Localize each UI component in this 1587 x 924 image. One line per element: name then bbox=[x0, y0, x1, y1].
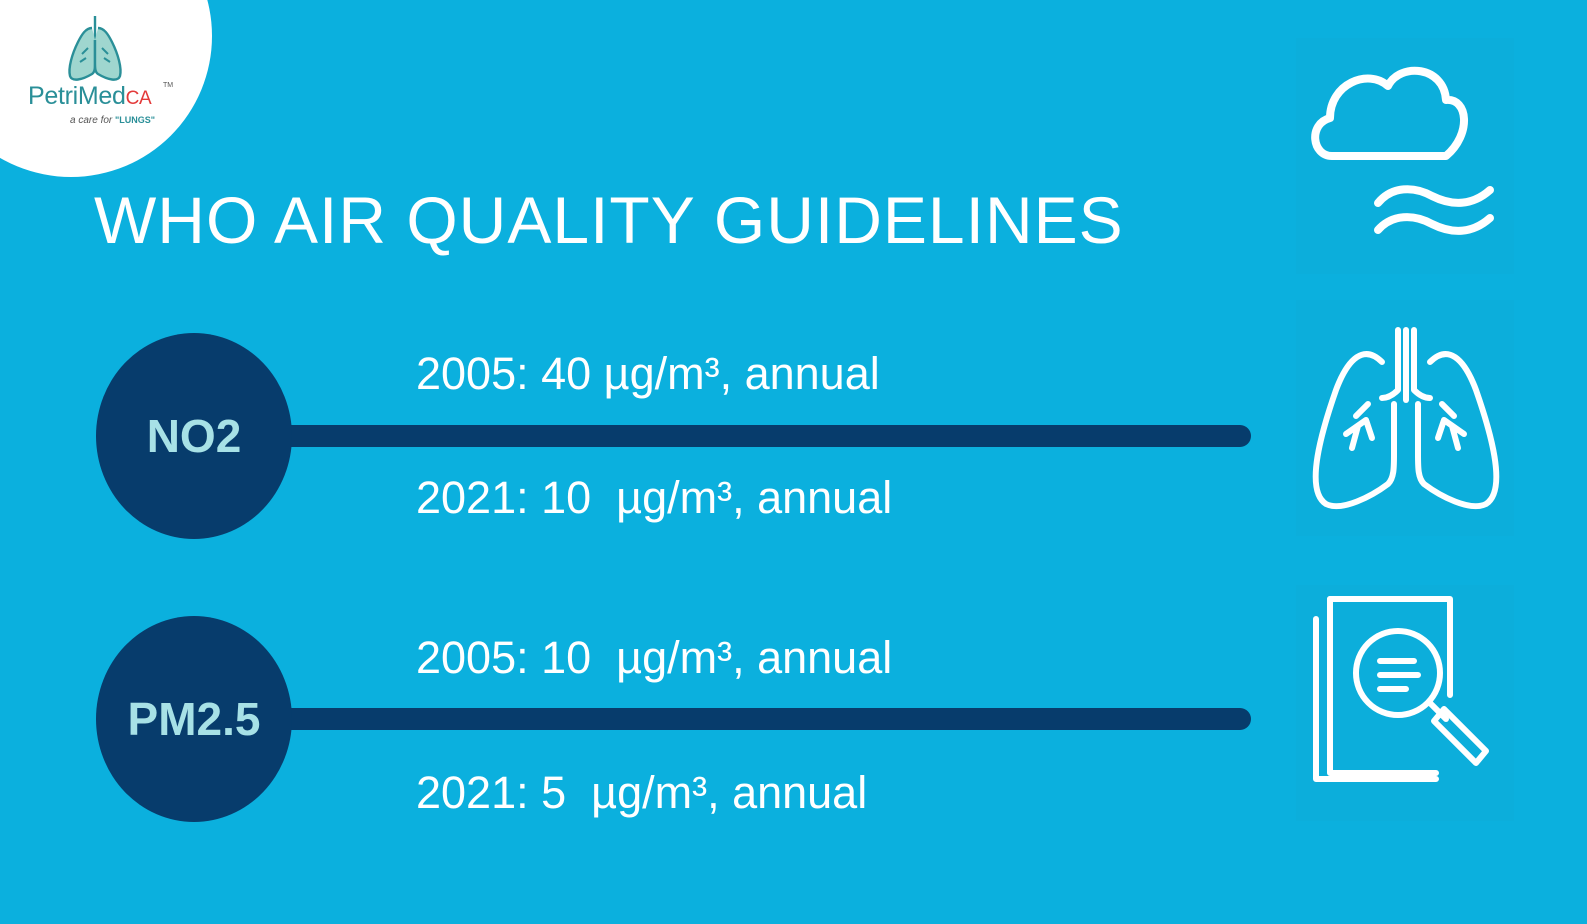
logo-trademark: TM bbox=[163, 82, 174, 89]
pm25-2021-value: 2021: 5 µg/m³, annual bbox=[416, 767, 868, 818]
no2-label: NO2 bbox=[146, 410, 242, 462]
no2-2005-value: 2005: 40 µg/m³, annual bbox=[416, 348, 880, 399]
cloud-wind-icon bbox=[1296, 38, 1514, 274]
pm25-label: PM2.5 bbox=[127, 693, 261, 745]
logo-lungs-icon bbox=[68, 16, 122, 81]
pm25-timeline-bar bbox=[265, 708, 1251, 730]
logo-wordmark: PetriMedCA bbox=[28, 82, 152, 110]
no2-2021-value: 2021: 10 µg/m³, annual bbox=[416, 472, 893, 523]
lungs-icon bbox=[1296, 300, 1514, 536]
logo-tagline: a care for "LUNGS" bbox=[70, 115, 156, 126]
no2-timeline-bar bbox=[265, 425, 1251, 447]
document-search-icon bbox=[1296, 585, 1514, 821]
pm25-circle: PM2.5 bbox=[96, 616, 292, 822]
page-title: WHO AIR QUALITY GUIDELINES bbox=[94, 183, 1124, 257]
pm25-2005-value: 2005: 10 µg/m³, annual bbox=[416, 632, 893, 683]
no2-circle: NO2 bbox=[96, 333, 292, 539]
